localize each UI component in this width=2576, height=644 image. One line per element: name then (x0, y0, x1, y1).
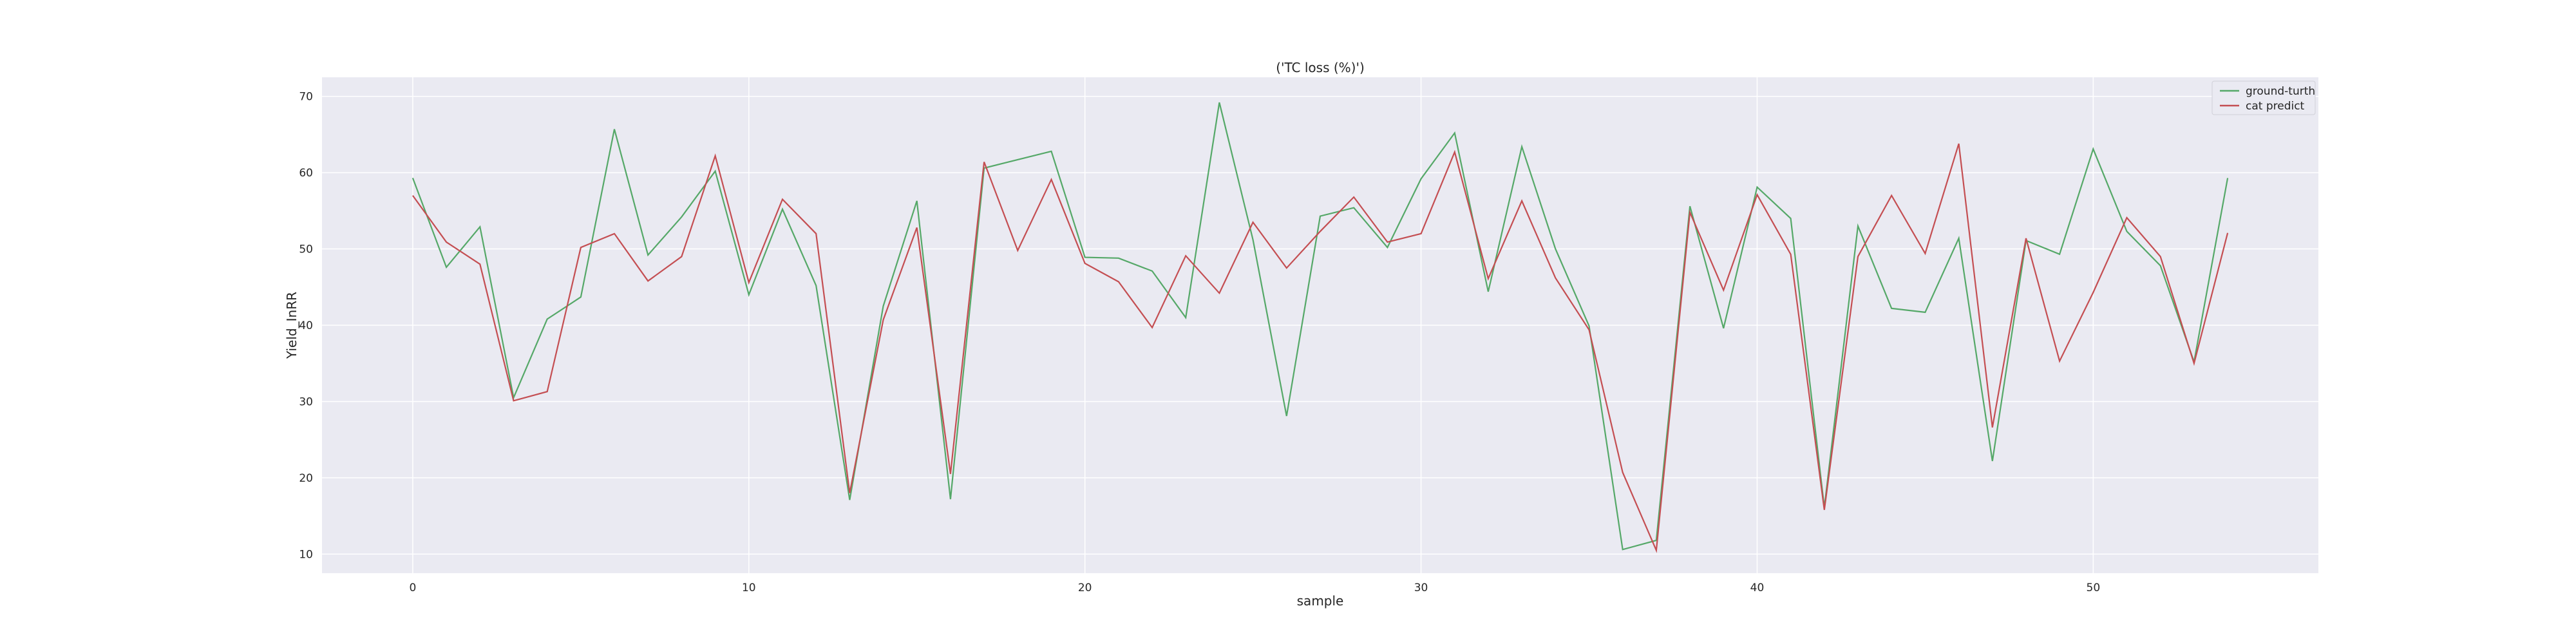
y-tick-label: 70 (299, 91, 313, 104)
x-tick-label: 0 (409, 582, 416, 594)
y-tick-label: 30 (299, 395, 313, 408)
y-tick-label: 20 (299, 472, 313, 485)
tick-labels: 0 10 20 30 40 50 10 20 30 40 50 60 70 (299, 91, 2100, 594)
x-tick-label: 20 (1078, 582, 1092, 594)
y-tick-label: 50 (299, 243, 313, 256)
y-tick-label: 60 (299, 167, 313, 180)
x-axis-title: sample (1297, 593, 1344, 609)
y-tick-label: 40 (299, 319, 313, 332)
x-tick-label: 40 (1750, 582, 1765, 594)
chart-title: ('TC loss (%)') (1276, 60, 1365, 75)
legend: ground-turth cat predict (2211, 80, 2316, 115)
x-tick-label: 30 (1414, 582, 1428, 594)
x-tick-label: 10 (742, 582, 756, 594)
y-axis-title: Yield_InRR (284, 292, 299, 359)
legend-label-ground-truth: ground-turth (2246, 85, 2315, 98)
legend-label-cat-predict: cat predict (2246, 100, 2305, 113)
series-line-cat-predict (412, 143, 2229, 553)
x-tick-label: 50 (2087, 582, 2101, 594)
series-line-ground-turth (412, 102, 2229, 551)
grid (322, 77, 2318, 573)
y-tick-label: 10 (299, 548, 313, 561)
series-layer (412, 102, 2229, 553)
